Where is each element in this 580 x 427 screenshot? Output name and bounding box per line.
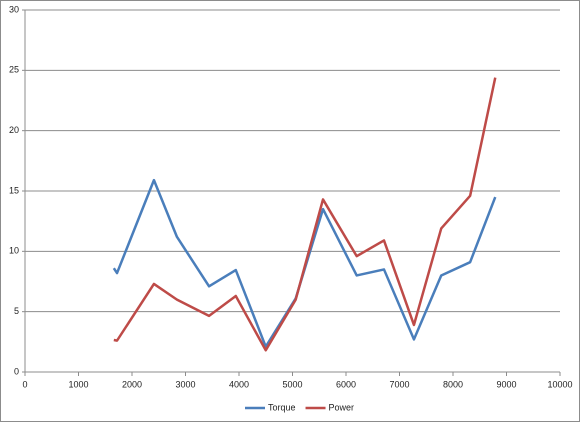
y-tick-label: 0 — [14, 366, 19, 376]
x-tick-label: 4000 — [229, 379, 249, 389]
x-tick-label: 0 — [22, 379, 27, 389]
legend-label: Torque — [268, 402, 296, 412]
x-tick-label: 7000 — [389, 379, 409, 389]
x-tick-label: 10000 — [547, 379, 572, 389]
x-tick-label: 1000 — [68, 379, 88, 389]
x-tick-label: 5000 — [282, 379, 302, 389]
x-tick-label: 2000 — [122, 379, 142, 389]
x-tick-label: 9000 — [496, 379, 516, 389]
y-tick-label: 25 — [9, 65, 19, 75]
y-tick-label: 15 — [9, 185, 19, 195]
series-line — [113, 77, 497, 352]
y-tick-label: 5 — [14, 306, 19, 316]
x-tick-label: 8000 — [443, 379, 463, 389]
y-tick-label: 20 — [9, 125, 19, 135]
x-tick-label: 6000 — [336, 379, 356, 389]
legend-label: Power — [329, 402, 355, 412]
y-tick-label: 30 — [9, 4, 19, 14]
y-tick-label: 10 — [9, 246, 19, 256]
x-tick-label: 3000 — [175, 379, 195, 389]
